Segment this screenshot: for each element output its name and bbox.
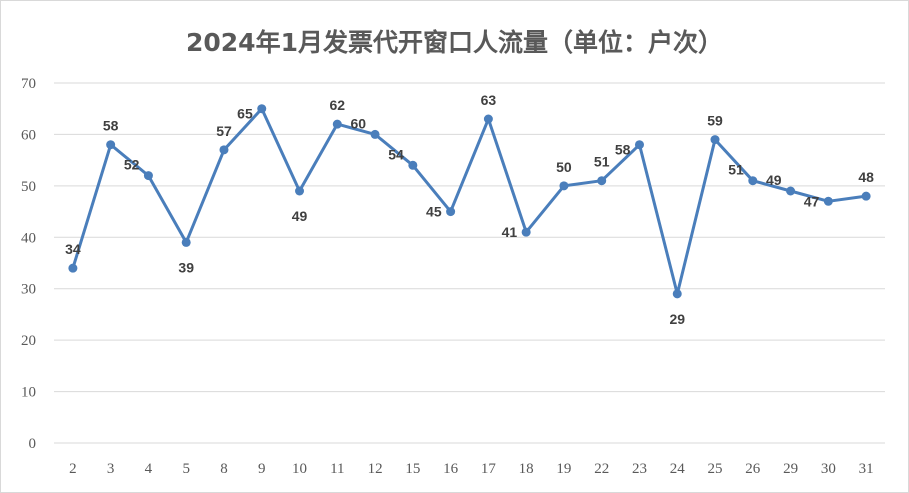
- x-tick-label: 29: [783, 461, 798, 477]
- data-label: 47: [804, 193, 820, 209]
- data-label: 62: [330, 97, 346, 113]
- x-tick-label: 5: [182, 461, 190, 477]
- data-point: [710, 135, 720, 145]
- data-point: [559, 181, 569, 191]
- data-label: 54: [388, 146, 404, 162]
- data-label: 49: [292, 208, 308, 224]
- x-tick-label: 22: [594, 461, 609, 477]
- y-tick-label: 10: [21, 385, 36, 401]
- x-tick-label: 24: [670, 461, 686, 477]
- x-tick-label: 16: [443, 461, 459, 477]
- y-tick-label: 0: [29, 436, 37, 452]
- x-tick-label: 10: [292, 461, 307, 477]
- data-label: 65: [237, 106, 253, 122]
- x-tick-label: 3: [107, 461, 115, 477]
- data-point: [295, 186, 305, 196]
- data-point: [106, 140, 116, 150]
- data-point: [332, 119, 342, 129]
- x-tick-label: 19: [556, 461, 571, 477]
- x-tick-label: 26: [745, 461, 761, 477]
- chart-title: 2024年1月发票代开窗口人流量（单位：户次）: [186, 28, 723, 57]
- data-point: [219, 145, 229, 155]
- data-label: 39: [178, 259, 194, 275]
- data-label: 41: [502, 224, 518, 240]
- data-label: 29: [669, 311, 685, 327]
- data-point: [257, 104, 267, 114]
- x-tick-label: 31: [859, 461, 874, 477]
- y-tick-label: 60: [21, 127, 36, 143]
- data-label: 48: [858, 169, 874, 185]
- y-tick-label: 30: [21, 282, 36, 298]
- data-label: 50: [556, 159, 572, 175]
- data-point: [370, 129, 380, 139]
- y-tick-label: 40: [21, 230, 36, 246]
- series-line: [71, 107, 867, 296]
- x-tick-label: 8: [220, 461, 228, 477]
- data-point: [634, 140, 644, 150]
- data-point: [143, 171, 153, 181]
- y-tick-label: 50: [21, 179, 36, 195]
- data-point: [446, 207, 456, 217]
- data-label: 51: [594, 154, 610, 170]
- data-label: 45: [426, 204, 442, 220]
- x-tick-label: 2: [69, 461, 77, 477]
- data-label: 58: [103, 118, 119, 134]
- data-point: [483, 114, 493, 124]
- data-point: [786, 186, 796, 196]
- data-point: [521, 227, 531, 237]
- x-tick-label: 30: [821, 461, 836, 477]
- x-tick-label: 18: [519, 461, 534, 477]
- y-tick-label: 70: [21, 76, 36, 92]
- data-point: [408, 160, 418, 170]
- data-label: 59: [707, 113, 723, 129]
- data-point: [68, 263, 78, 273]
- data-point: [597, 176, 607, 186]
- data-point: [748, 176, 758, 186]
- x-tick-label: 15: [405, 461, 420, 477]
- x-tick-label: 9: [258, 461, 266, 477]
- x-tick-label: 17: [481, 461, 497, 477]
- x-tick-label: 11: [330, 461, 344, 477]
- x-tick-label: 23: [632, 461, 647, 477]
- data-point: [861, 191, 871, 201]
- data-label: 57: [216, 123, 232, 139]
- data-point: [181, 237, 191, 247]
- data-label: 51: [728, 162, 744, 178]
- data-label: 49: [766, 172, 782, 188]
- x-tick-label: 25: [708, 461, 723, 477]
- data-label: 52: [124, 157, 140, 173]
- data-label: 60: [350, 115, 366, 131]
- data-label: 58: [615, 142, 631, 158]
- data-label: 34: [65, 241, 81, 257]
- data-label: 63: [481, 92, 497, 108]
- data-point: [672, 289, 682, 299]
- data-point: [823, 196, 833, 206]
- x-tick-label: 12: [368, 461, 383, 477]
- x-tick-label: 4: [145, 461, 153, 477]
- y-tick-label: 20: [21, 333, 36, 349]
